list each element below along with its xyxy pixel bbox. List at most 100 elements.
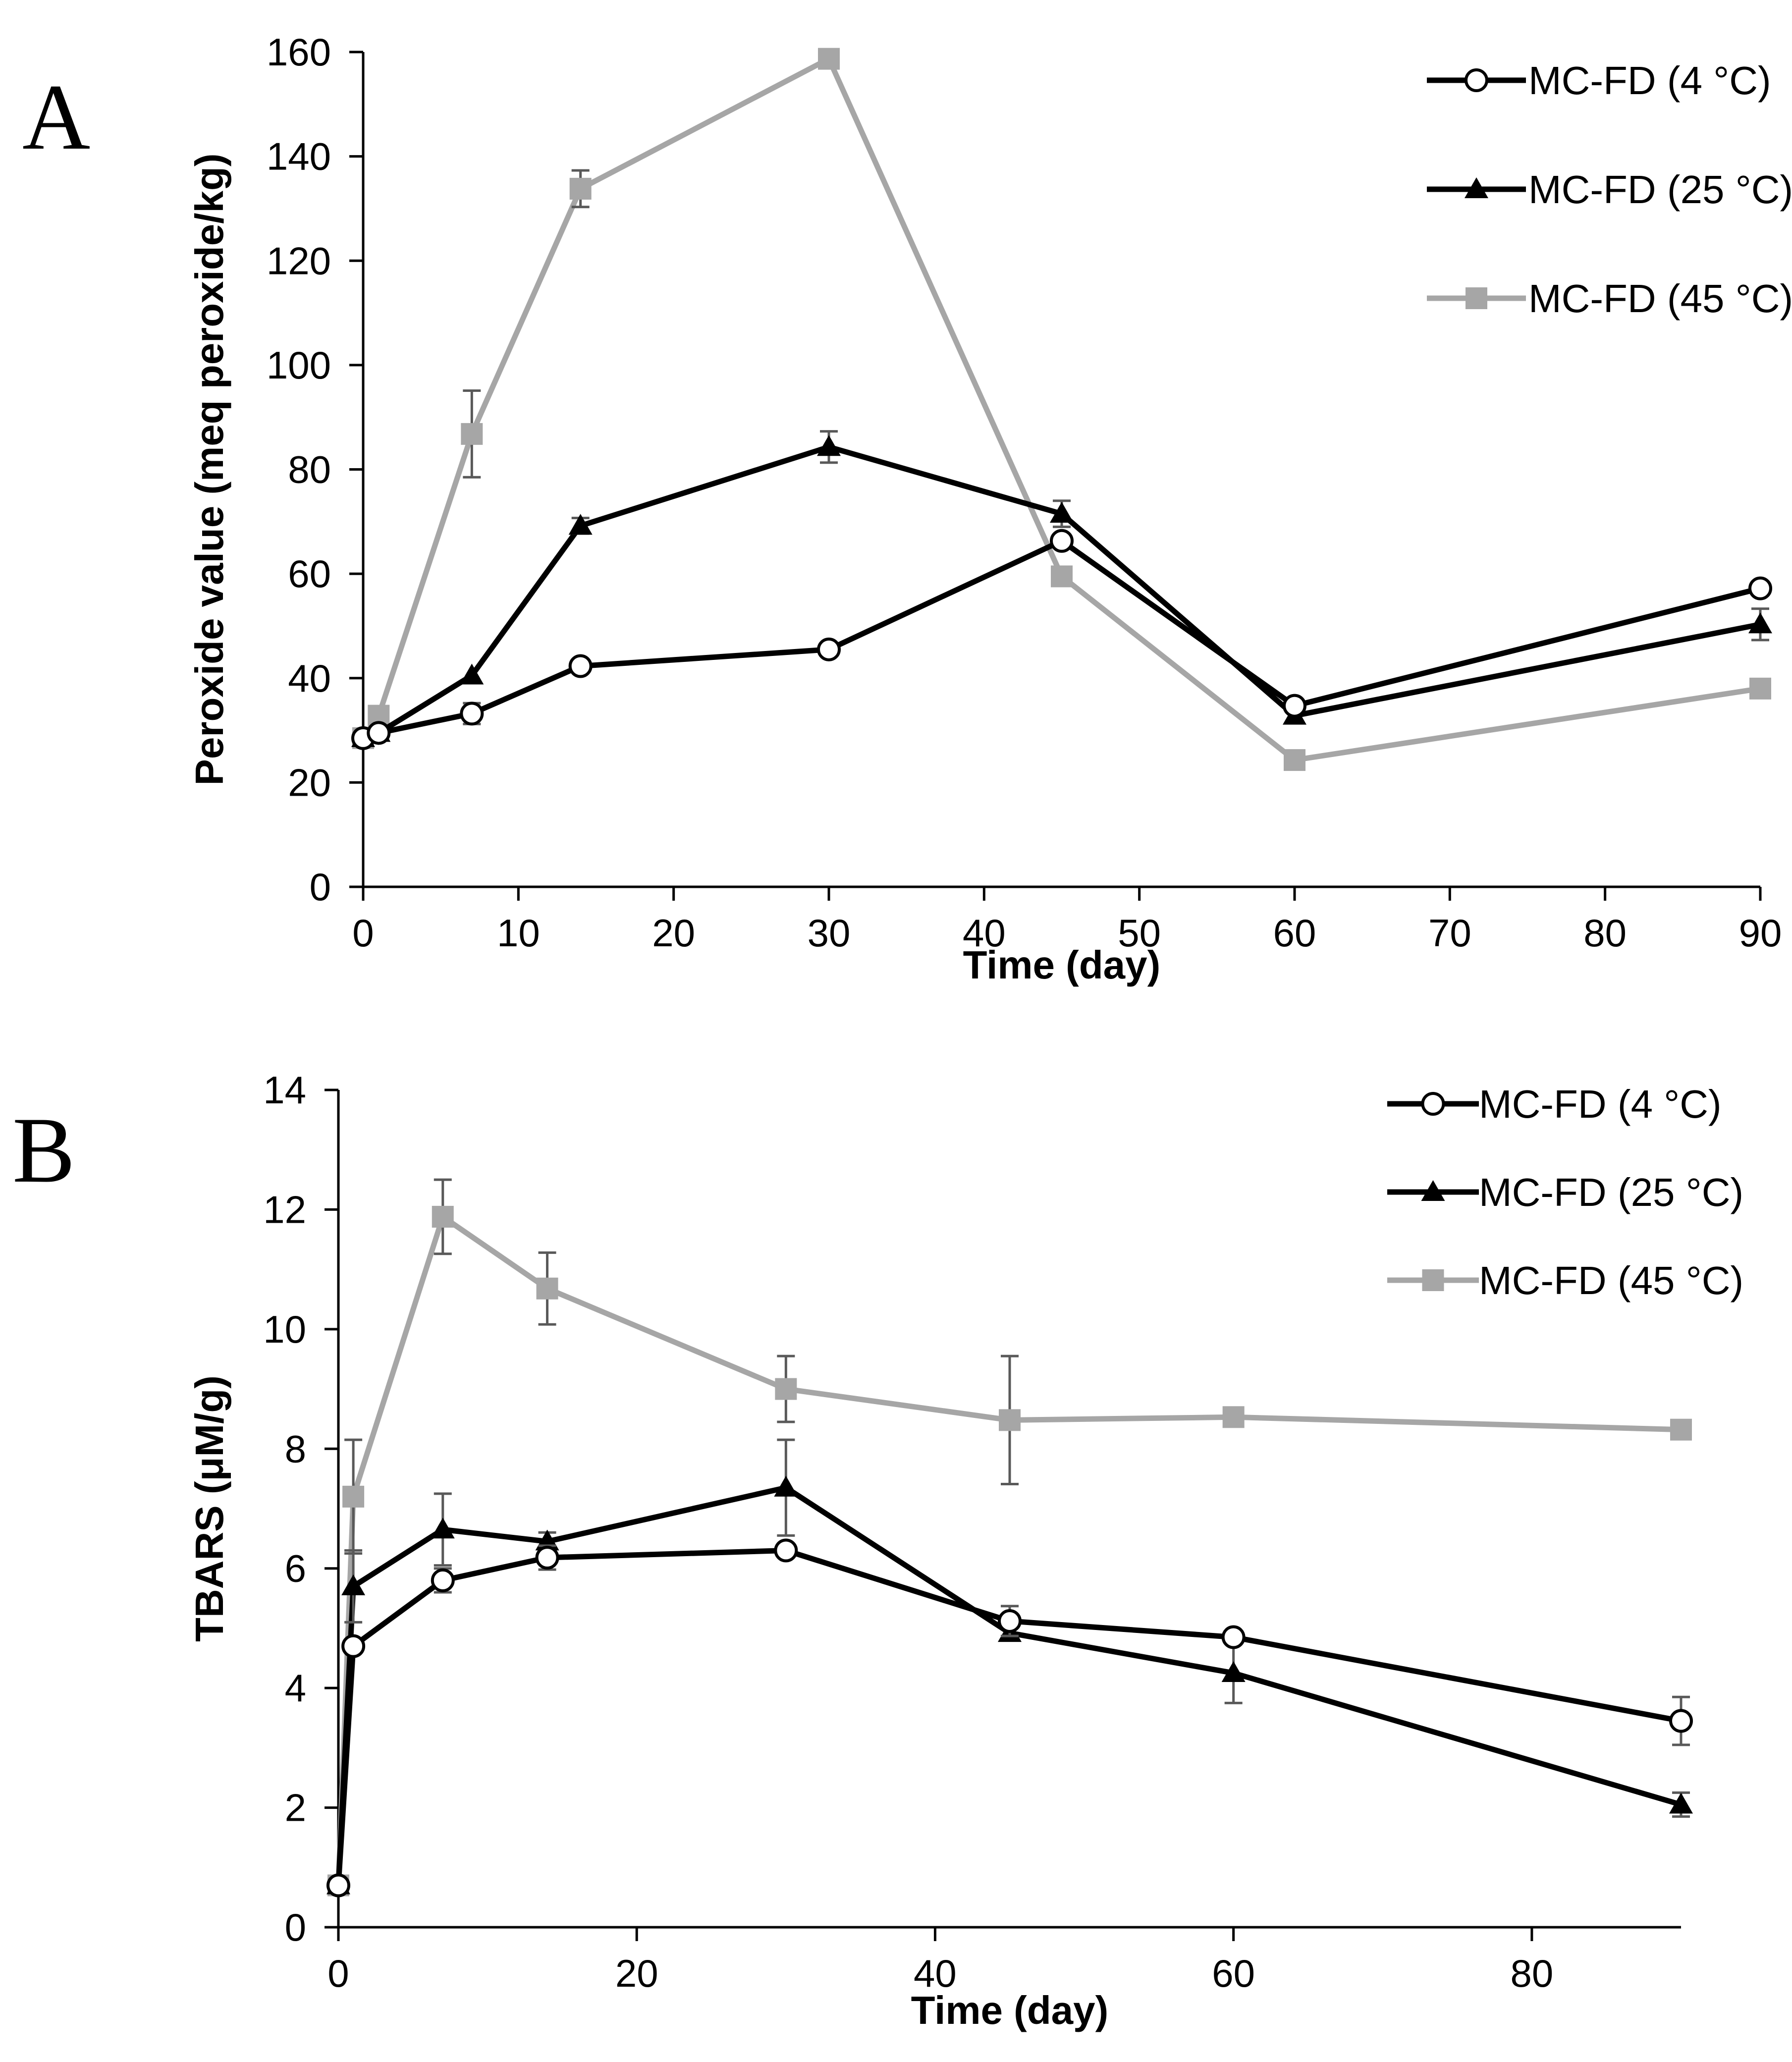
y-tick-label: 4 — [285, 1666, 306, 1710]
data-point — [342, 1485, 365, 1508]
data-point — [999, 1409, 1021, 1431]
y-tick-label: 0 — [285, 1905, 306, 1949]
y-tick-label: 8 — [285, 1427, 306, 1470]
x-tick-label: 0 — [327, 1952, 349, 1995]
x-tick-label: 60 — [1273, 911, 1316, 955]
legend-marker — [1421, 1180, 1445, 1201]
data-point — [774, 1475, 798, 1497]
series-line — [335, 1548, 1682, 1886]
y-tick-label: 6 — [285, 1547, 306, 1590]
data-point — [1669, 1709, 1693, 1733]
data-point — [818, 48, 840, 70]
y-tick-label: 20 — [288, 760, 331, 804]
x-tick-label: 20 — [652, 911, 695, 955]
y-tick-label: 120 — [267, 239, 331, 282]
data-point — [460, 702, 484, 726]
data-point — [1670, 1418, 1692, 1441]
legend-label: MC-FD (25 °C) — [1528, 167, 1792, 212]
y-tick-label: 40 — [288, 656, 331, 700]
x-axis-label: Time (day) — [963, 943, 1161, 987]
legend-marker — [1466, 287, 1487, 309]
data-point — [1050, 529, 1074, 553]
data-point — [1051, 565, 1073, 588]
data-point — [535, 1545, 559, 1570]
data-point — [460, 663, 484, 685]
legend-marker — [1465, 177, 1488, 198]
data-point — [1221, 1661, 1246, 1682]
series-line — [362, 444, 1761, 741]
data-point — [432, 1205, 454, 1228]
data-point — [1749, 677, 1771, 700]
data-point — [1669, 1792, 1693, 1814]
legend-marker — [1421, 1092, 1445, 1116]
series-line — [361, 56, 1761, 763]
series-line — [335, 1214, 1682, 1886]
data-point — [461, 423, 483, 445]
y-tick-label: 14 — [263, 1068, 306, 1112]
x-tick-label: 30 — [808, 911, 851, 955]
x-tick-label: 70 — [1428, 911, 1471, 955]
panel-label-b: B — [12, 1098, 75, 1202]
y-tick-label: 100 — [267, 343, 331, 387]
x-tick-label: 40 — [914, 1952, 957, 1995]
data-point — [775, 1378, 797, 1400]
panel-a-peroxide-chart: 0 20 40 60 80 100 120 140 160 0 10 20 30 40 50 60 70 80 90… — [187, 30, 1792, 987]
data-point — [998, 1609, 1022, 1633]
y-tick-label: 12 — [263, 1188, 306, 1231]
data-point — [568, 514, 593, 535]
legend-label: MC-FD (25 °C) — [1479, 1170, 1743, 1214]
x-tick-label: 50 — [1118, 911, 1161, 955]
y-axis-label: Peroxide value (meq peroxide/kg) — [187, 154, 231, 786]
data-point — [367, 721, 391, 745]
series-line — [335, 1485, 1682, 1886]
data-point — [1221, 1625, 1246, 1649]
x-tick-label: 80 — [1511, 1952, 1554, 1995]
y-tick-label: 0 — [310, 865, 331, 909]
x-tick-label: 90 — [1739, 911, 1782, 955]
x-tick-label: 60 — [1212, 1952, 1255, 1995]
y-tick-label: 60 — [288, 552, 331, 596]
y-axis-label: TBARS (μM/g) — [187, 1375, 231, 1642]
y-tick-label: 160 — [267, 30, 331, 74]
data-point — [431, 1568, 455, 1592]
y-tick-label: 2 — [285, 1786, 306, 1830]
series-1 — [351, 430, 1772, 747]
y-tick-label: 80 — [288, 448, 331, 491]
series-1 — [326, 1438, 1693, 1895]
data-point — [1748, 576, 1772, 600]
x-tick-label: 20 — [615, 1952, 658, 1995]
legend-label: MC-FD (4 °C) — [1479, 1082, 1722, 1126]
data-point — [569, 177, 592, 200]
x-axis-label: Time (day) — [911, 1988, 1109, 2032]
legend-label: MC-FD (45 °C) — [1528, 276, 1792, 321]
panel-b-tbars-chart: 0 2 4 6 8 10 12 14 0 20 40 60 80 Time (day) TBARS (μM/… — [187, 1068, 1743, 2032]
y-tick-label: 10 — [263, 1307, 306, 1351]
data-point — [341, 1634, 366, 1658]
data-point — [1222, 1406, 1245, 1428]
y-tick-label: 140 — [267, 135, 331, 178]
data-point — [1050, 502, 1074, 523]
x-tick-label: 10 — [497, 911, 540, 955]
data-point — [1283, 694, 1306, 718]
x-tick-label: 80 — [1583, 911, 1627, 955]
series-0 — [326, 1538, 1693, 1898]
data-point — [536, 1277, 558, 1300]
legend-label: MC-FD (45 °C) — [1479, 1258, 1743, 1302]
data-point — [326, 1873, 350, 1898]
data-point — [817, 637, 841, 661]
data-point — [1748, 612, 1772, 634]
panel-label-a: A — [22, 65, 90, 169]
data-point — [817, 435, 841, 456]
x-tick-label: 0 — [352, 911, 374, 955]
data-point — [431, 1518, 455, 1539]
series-0 — [351, 529, 1772, 750]
data-point — [341, 1574, 366, 1595]
data-point — [1284, 749, 1305, 771]
legend-marker — [1465, 68, 1488, 92]
series-line — [362, 538, 1761, 741]
data-point — [568, 654, 593, 678]
x-tick-label: 40 — [963, 911, 1006, 955]
legend-label: MC-FD (4 °C) — [1528, 58, 1771, 103]
